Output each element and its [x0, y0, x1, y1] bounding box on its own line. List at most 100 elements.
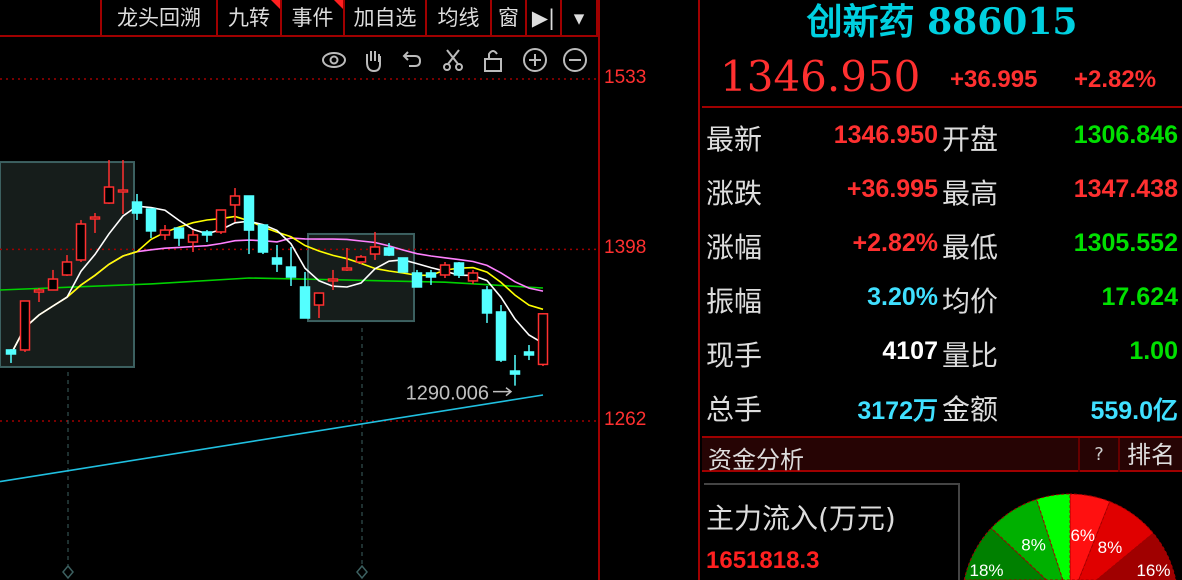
field-value: 1346.950: [833, 121, 938, 149]
scissors-icon[interactable]: [439, 46, 467, 74]
toolbar-button[interactable]: ▶|: [525, 0, 560, 36]
price-change: +36.995: [950, 66, 1038, 93]
flag-marker: [271, 0, 280, 9]
hand-icon[interactable]: [359, 46, 387, 74]
candle-down: [257, 224, 269, 253]
price-change-pct: +2.82%: [1074, 66, 1157, 93]
candlestick-chart[interactable]: 1290.006: [0, 0, 598, 580]
candle-up: [159, 229, 171, 236]
candle-up: [341, 267, 353, 271]
toolbar-button[interactable]: ▾: [560, 0, 596, 36]
candle-down: [285, 266, 297, 278]
y-tick-label: 1533: [604, 67, 647, 88]
chart-toolbar: 龙头回溯 九转 事件 加自选 均线窗 ▶| ▾: [0, 0, 598, 37]
candle-up: [103, 186, 115, 204]
candle-up: [117, 189, 129, 193]
toolbar-button-label: 窗: [498, 6, 519, 30]
candle-up: [187, 234, 199, 243]
main-inflow-value: 1651818.3: [706, 547, 820, 574]
candle-down: [5, 349, 17, 355]
candle-down: [523, 351, 535, 356]
field-label: 总手: [706, 393, 763, 426]
candle-down: [411, 272, 423, 288]
pie-label: 8%: [1098, 538, 1123, 557]
candle-down: [453, 262, 465, 276]
toolbar-button[interactable]: 事件: [280, 0, 343, 36]
toolbar-button-label: 事件: [291, 6, 334, 30]
price-axis: 1533 1398 1262: [598, 0, 700, 580]
quote-row: 现手 4107 量比 1.00: [702, 326, 1182, 380]
candle-up: [537, 313, 549, 366]
toolbar-button-label: 九转: [228, 6, 270, 30]
field-value: 4107: [882, 337, 938, 365]
zoom-out-icon[interactable]: [561, 46, 589, 74]
pie-slice: [1078, 500, 1154, 580]
field-value: 559.0亿: [1090, 397, 1178, 425]
ma-cyan-line: [0, 394, 544, 483]
event-marker-diamond: [62, 564, 74, 580]
pie-slice: [1035, 493, 1071, 580]
zoom-in-icon[interactable]: [521, 46, 549, 74]
candle-up: [327, 278, 339, 282]
candle-down: [201, 231, 213, 236]
toolbar-button[interactable]: 均线: [425, 0, 490, 36]
candle-down: [383, 247, 395, 256]
rank-button[interactable]: 排名: [1118, 438, 1182, 472]
candle-up: [89, 216, 101, 220]
quote-row: 振幅 3.20% 均价 17.624: [702, 272, 1182, 326]
pie-label: 18%: [969, 561, 1003, 580]
lock-icon[interactable]: [479, 46, 507, 74]
fund-analysis-title: 资金分析: [708, 446, 804, 474]
eye-icon[interactable]: [320, 46, 348, 74]
toolbar-button[interactable]: 九转: [216, 0, 280, 36]
low-price-annotation: 1290.006: [406, 383, 489, 405]
pie-label: 8%: [1021, 536, 1046, 555]
candle-down: [299, 286, 311, 319]
pie-slice: [963, 527, 1048, 580]
quote-row: 总手 3172万 金额 559.0亿: [702, 380, 1182, 434]
candle-down: [145, 208, 157, 232]
candle-up: [33, 289, 45, 293]
candle-up: [75, 223, 87, 261]
toolbar-button-label: 加自选: [353, 6, 417, 30]
event-marker-diamond: [356, 564, 368, 580]
stock-name: 创新药: [806, 1, 915, 43]
stock-title: 创新药 886015: [702, 0, 1182, 44]
field-value: 1347.438: [1073, 175, 1178, 203]
field-value: 3.20%: [867, 283, 938, 311]
pie-label: 16%: [1136, 561, 1170, 580]
toolbar-button[interactable]: 窗: [490, 0, 525, 36]
field-label: 涨跌: [706, 177, 763, 210]
divider: [596, 0, 598, 36]
field-label: 开盘: [942, 123, 999, 156]
quote-panel: 创新药 886015 1346.950 +36.995 +2.82% 最新 134…: [702, 0, 1182, 580]
field-label: 金额: [942, 393, 999, 426]
pie-slice: [1069, 493, 1111, 580]
divider: [702, 106, 1182, 108]
main-inflow-box: 主力流入(万元) 1651818.3: [704, 483, 960, 580]
field-value: 1305.552: [1073, 229, 1178, 257]
candle-up: [61, 261, 73, 276]
candle-down: [397, 257, 409, 273]
ma-green-line: [0, 277, 544, 291]
candle-up: [369, 246, 381, 255]
field-value: +36.995: [846, 175, 938, 203]
candle-up: [439, 264, 451, 276]
field-label: 最新: [706, 123, 763, 156]
candle-down: [173, 227, 185, 239]
last-price: 1346.950: [720, 52, 921, 101]
candle-down: [425, 272, 437, 278]
candle-down: [131, 201, 143, 214]
field-label: 最低: [942, 231, 999, 264]
main-inflow-label: 主力流入(万元): [706, 502, 896, 535]
pie-slice: [1095, 532, 1177, 580]
field-value: 1306.846: [1073, 121, 1178, 149]
toolbar-button[interactable]: 加自选: [343, 0, 425, 36]
help-button[interactable]: ?: [1078, 438, 1118, 472]
pie-slice: [990, 498, 1064, 580]
undo-icon[interactable]: [399, 46, 427, 74]
flag-marker: [334, 0, 343, 9]
fund-analysis-header: 资金分析 ? 排名: [702, 436, 1182, 474]
toolbar-button[interactable]: 龙头回溯: [100, 0, 216, 36]
field-label: 涨幅: [706, 231, 763, 264]
